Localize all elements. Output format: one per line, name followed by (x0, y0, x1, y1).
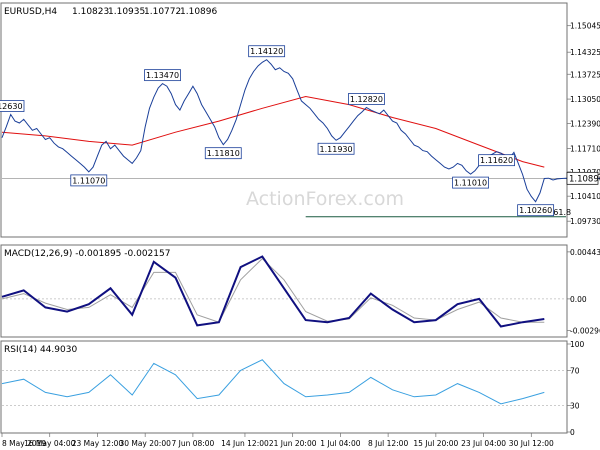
price-ytick-label: 1.14325 (570, 48, 600, 57)
annotation-box (248, 45, 286, 58)
annotation-label: 1.11010 (454, 179, 487, 188)
macd-ytick-label: 0.004434 (570, 248, 600, 257)
annotation-box (478, 154, 515, 167)
rsi-panel-frame (0, 340, 568, 434)
rsi-line (1, 359, 545, 405)
price-panel-frame (0, 2, 568, 238)
annotation-box (70, 174, 108, 187)
annotation-label: 1.11930 (320, 145, 353, 154)
price-annotation: 1.11930 (317, 142, 355, 155)
rsi-ytick-label: 0 (570, 428, 575, 437)
macd-panel-frame (0, 244, 568, 338)
macd-ytick-label: -0.002969 (570, 326, 600, 335)
ohlc-close: 1.10896 (180, 7, 217, 17)
annotation-box (317, 142, 355, 155)
macd-y-axis: 0.004434 0.00 -0.002969 (567, 248, 600, 335)
annotation-box (348, 93, 385, 105)
x-tick-label: 1 Jul 04:00 (320, 439, 360, 448)
macd-signal-line (1, 257, 545, 323)
price-annotation: 1.11070 (70, 174, 108, 187)
annotation-label: 1.14120 (250, 47, 283, 56)
ohlc-open: 1.10823 (72, 7, 109, 17)
price-ytick-label: 1.13050 (570, 95, 600, 104)
macd-ytick-label: 0.00 (570, 295, 587, 304)
annotation-box (144, 69, 181, 82)
annotation-label: 1.13470 (146, 71, 179, 80)
annotation-label: 1.10260 (519, 206, 552, 215)
rsi-label: RSI(14) 44.9030 (4, 345, 77, 355)
macd-line (1, 255, 545, 328)
rsi-ytick-label: 100 (570, 340, 585, 349)
rsi-ytick-label: 70 (570, 366, 580, 375)
moving-average-line (1, 95, 545, 168)
rsi-levels (2, 370, 566, 406)
annotation-box (517, 204, 555, 217)
ohlc-readout: 1.10823 1.10935 1.10772 1.10896 (72, 7, 217, 17)
annotation-label: 1.11620 (480, 156, 513, 165)
annotation-box (0, 100, 25, 112)
symbol-label: EURUSD,H4 (4, 7, 57, 17)
price-ytick-label: 1.12390 (570, 119, 600, 128)
annotation-label: 1.11070 (72, 176, 105, 185)
ohlc-low: 1.10772 (144, 7, 181, 17)
price-annotation: 1.14120 (248, 45, 286, 58)
price-ytick-label: 1.10410 (570, 192, 600, 201)
current-price-badge: 1.10896 (566, 171, 600, 185)
x-tick-label: 8 May 2019 (2, 439, 46, 448)
price-ytick-label: 1.11710 (570, 144, 600, 153)
price-annotation: 1.11620 (478, 154, 515, 167)
price-annotation: 1.12630 (0, 100, 25, 112)
price-annotation: 1.11010 (452, 176, 489, 189)
price-ytick-label: 1.09730 (570, 217, 600, 226)
ohlc-high: 1.10935 (108, 7, 145, 17)
price-annotation: 1.11810 (204, 147, 242, 160)
annotation-label: 1.11810 (207, 149, 240, 158)
x-tick-label: 23 May 12:00 (72, 439, 124, 448)
price-line (1, 59, 600, 203)
price-ytick-label: 1.15045 (570, 22, 600, 31)
annotation-label: 1.12820 (350, 95, 383, 104)
rsi-ytick-label: 30 (570, 402, 580, 411)
x-tick-label: 16 May 04:00 (24, 439, 76, 448)
annotation-label: 1.12630 (0, 102, 23, 111)
price-annotation: 1.10260 (517, 204, 555, 217)
x-tick-label: 15 Jul 20:00 (413, 439, 458, 448)
price-ytick-label: 1.13725 (570, 70, 600, 79)
annotation-box (204, 147, 242, 160)
price-annotation: 1.12820 (348, 93, 385, 105)
price-annotations: 1.12630 1.11070 1.13470 1.11810 1.14120 1.119… (0, 45, 555, 217)
x-tick-label: 21 Jun 20:00 (269, 439, 317, 448)
x-tick-label: 30 Jul 12:00 (509, 439, 554, 448)
x-tick-label: 7 Jun 08:00 (171, 439, 214, 448)
annotation-box (452, 176, 489, 189)
x-tick-label: 14 Jun 12:00 (221, 439, 269, 448)
x-tick-label: 30 May 20:00 (119, 439, 171, 448)
svg-text:1.10896: 1.10896 (569, 174, 600, 184)
x-tick-label: 23 Jul 04:00 (461, 439, 506, 448)
price-annotation: 1.13470 (144, 69, 181, 82)
macd-label: MACD(12,26,9) -0.001895 -0.002157 (4, 249, 170, 259)
watermark: ActionForex.com (246, 188, 404, 210)
rsi-y-axis: 100 70 30 0 (567, 340, 585, 437)
price-y-axis: 1.15045 1.14325 1.13725 1.13050 1.12390 1.117… (567, 22, 600, 226)
x-tick-label: 8 Jul 12:00 (368, 439, 408, 448)
